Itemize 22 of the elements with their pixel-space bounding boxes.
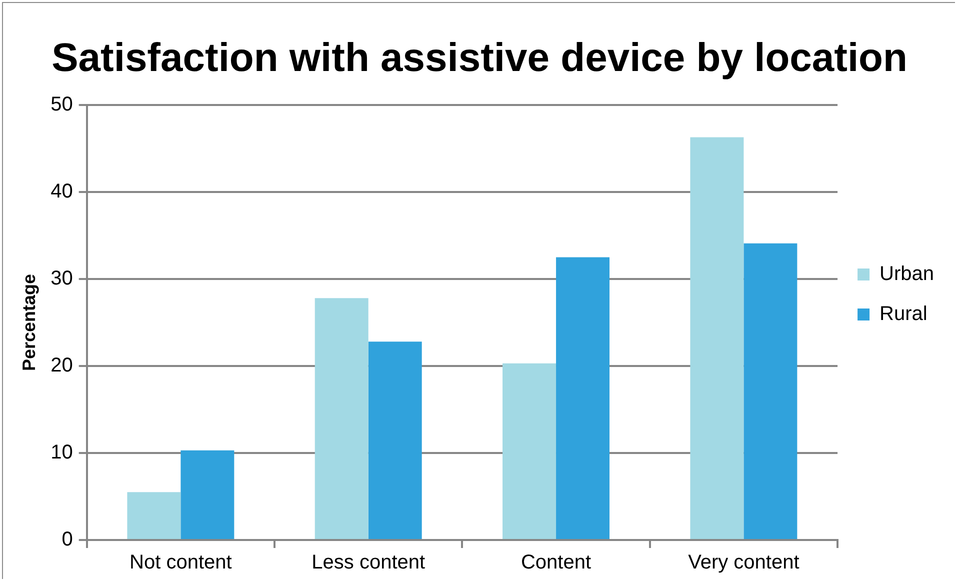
x-tick-label: Very content: [688, 552, 800, 574]
bar: [180, 450, 234, 539]
y-tick-label: 0: [62, 528, 73, 551]
y-tick-label: 30: [50, 268, 73, 290]
y-tick-label: 40: [50, 180, 73, 203]
y-axis-title: Percentage: [18, 274, 39, 372]
bar: [502, 363, 556, 539]
bar: [314, 298, 368, 539]
legend-label: Urban: [880, 263, 934, 286]
x-tick-label: Not content: [130, 552, 232, 574]
bar: [556, 257, 610, 539]
y-tick-label: 50: [50, 94, 73, 116]
bar: [744, 243, 798, 539]
legend-label: Rural: [880, 303, 928, 326]
y-tick-label: 10: [50, 442, 73, 464]
x-tick-label: Less content: [312, 552, 426, 574]
bar: [690, 137, 744, 539]
bar: [127, 492, 181, 539]
bar: [368, 342, 422, 539]
x-tick-label: Content: [520, 552, 592, 574]
y-tick-label: 20: [50, 354, 73, 377]
chart-title: Satisfaction with assistive device by location: [52, 36, 908, 80]
